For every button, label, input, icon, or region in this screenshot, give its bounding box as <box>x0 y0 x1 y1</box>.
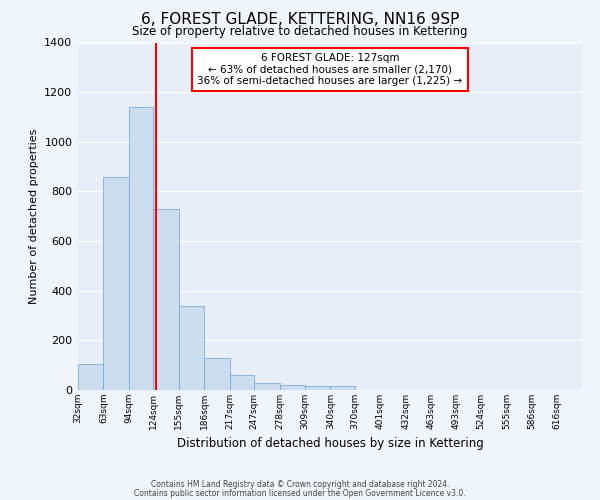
Bar <box>204 358 230 390</box>
Bar <box>230 375 254 390</box>
Text: Size of property relative to detached houses in Kettering: Size of property relative to detached ho… <box>132 25 468 38</box>
Bar <box>179 306 204 390</box>
Text: Contains public sector information licensed under the Open Government Licence v3: Contains public sector information licen… <box>134 488 466 498</box>
Bar <box>280 385 305 390</box>
Bar <box>154 209 179 390</box>
Text: 6, FOREST GLADE, KETTERING, NN16 9SP: 6, FOREST GLADE, KETTERING, NN16 9SP <box>141 12 459 28</box>
Bar <box>331 386 355 390</box>
Bar <box>254 382 280 390</box>
Bar <box>78 364 103 390</box>
Y-axis label: Number of detached properties: Number of detached properties <box>29 128 39 304</box>
X-axis label: Distribution of detached houses by size in Kettering: Distribution of detached houses by size … <box>176 438 484 450</box>
Bar <box>129 107 154 390</box>
Bar <box>103 176 129 390</box>
Text: Contains HM Land Registry data © Crown copyright and database right 2024.: Contains HM Land Registry data © Crown c… <box>151 480 449 489</box>
Bar <box>305 386 331 390</box>
Text: 6 FOREST GLADE: 127sqm
← 63% of detached houses are smaller (2,170)
36% of semi-: 6 FOREST GLADE: 127sqm ← 63% of detached… <box>197 53 463 86</box>
